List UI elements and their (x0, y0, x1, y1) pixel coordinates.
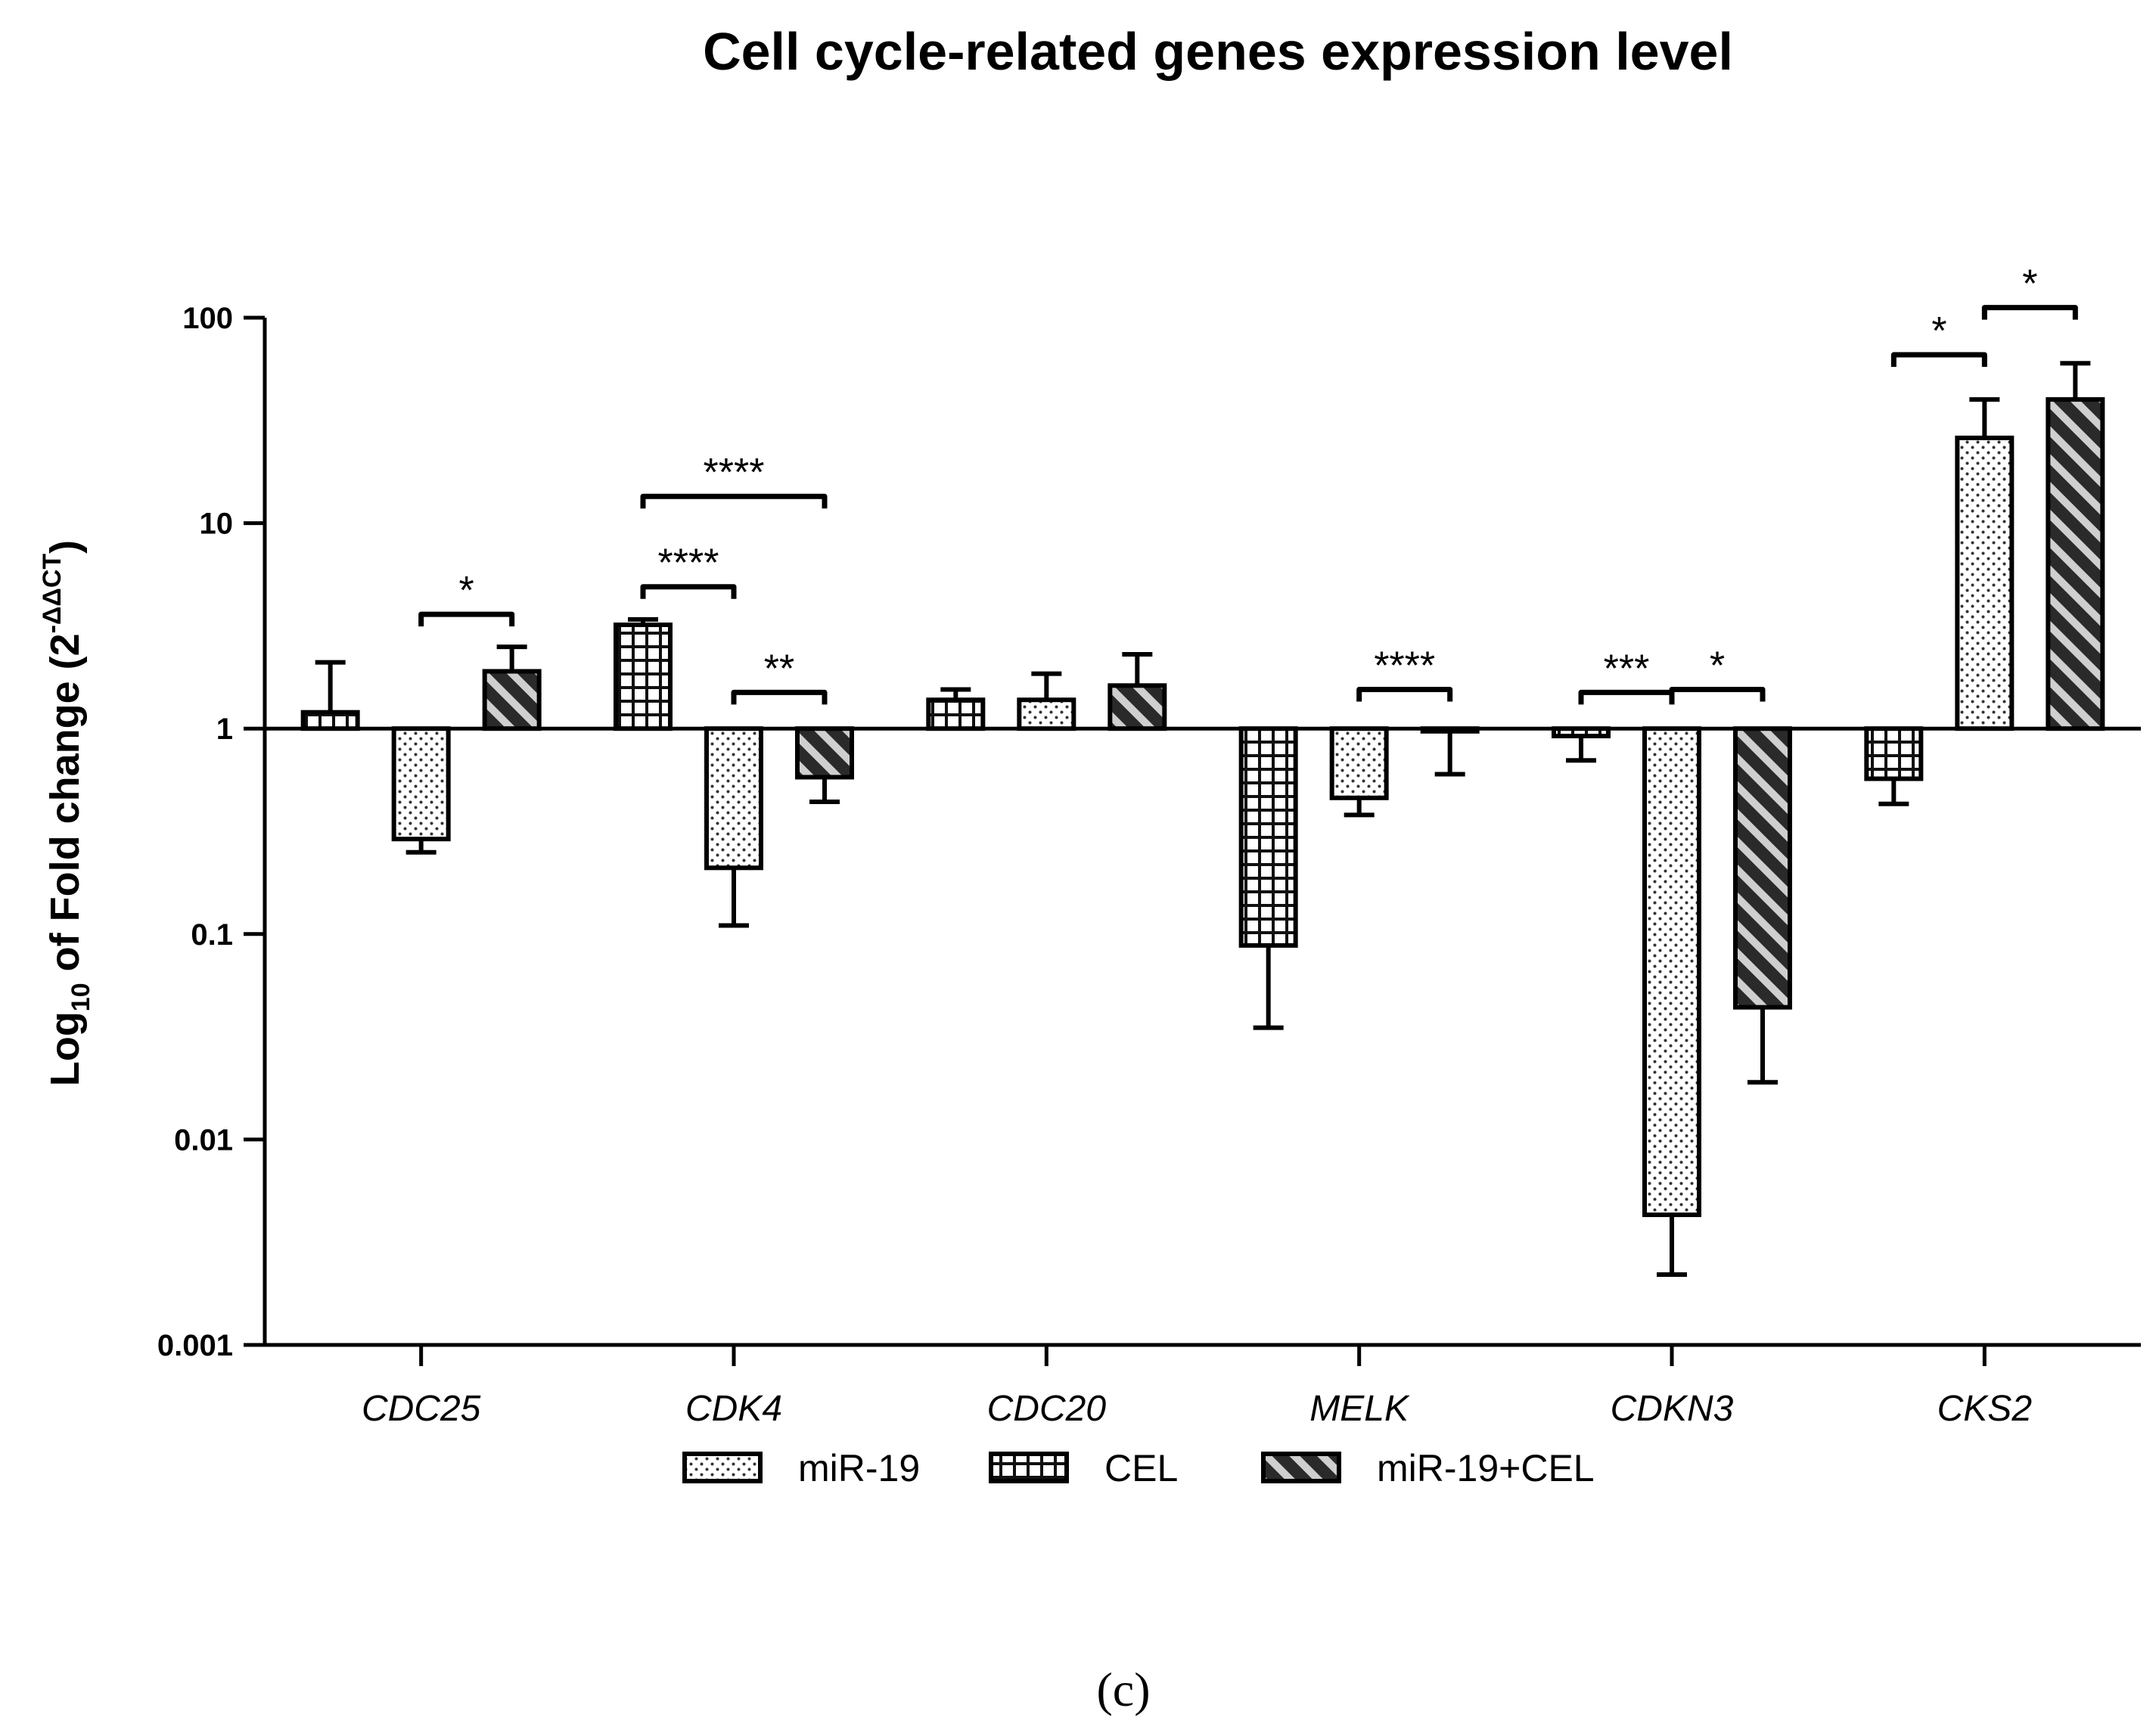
legend-swatch (1261, 1452, 1341, 1483)
error-bar (1253, 945, 1284, 1030)
significance-bracket: **** (640, 451, 828, 509)
significance-label: **** (1374, 644, 1435, 688)
y-tick-label: 0.01 (174, 1123, 233, 1157)
error-bar (809, 777, 840, 805)
legend-label: miR-19+CEL (1377, 1447, 1595, 1489)
bar (482, 669, 542, 731)
y-tick-label: 0.001 (157, 1329, 233, 1362)
y-tick-label: 1 (216, 713, 233, 746)
significance-label: * (459, 569, 474, 613)
legend-label: miR-19 (798, 1447, 920, 1489)
bar (1017, 697, 1076, 731)
error-bar (628, 616, 658, 626)
error-bar (405, 839, 436, 855)
bar (1108, 683, 1167, 731)
significance-label: ** (764, 647, 794, 691)
error-bar (496, 644, 527, 672)
error-bar (1344, 797, 1375, 818)
legend-swatch (989, 1452, 1069, 1483)
error-bar (940, 687, 971, 700)
chart-title: Cell cycle-related genes expression leve… (703, 22, 1733, 81)
error-bar (315, 660, 346, 713)
y-axis: 100 10 1 0.1 0.01 0.001 (157, 302, 267, 1362)
bar (614, 623, 673, 731)
x-tick-label: CDC20 (987, 1389, 1107, 1429)
error-bar (1878, 778, 1909, 806)
x-tick-label: CDKN3 (1611, 1389, 1734, 1429)
bar (2046, 397, 2105, 731)
significance-bracket: ** (731, 647, 828, 705)
significance-label: **** (658, 542, 719, 585)
error-bar (1434, 731, 1465, 777)
error-bar (2060, 361, 2091, 400)
x-tick-label: CKS2 (1937, 1389, 2032, 1429)
significance-bracket: * (1981, 262, 2078, 320)
bar (300, 710, 360, 731)
significance-bracket: * (1890, 309, 1987, 368)
panel-label: (c) (1096, 1663, 1150, 1716)
significance-brackets: *********** **** *** *** (418, 262, 2078, 705)
error-bar (1747, 1007, 1778, 1085)
bar (391, 726, 451, 842)
legend-label: CEL (1104, 1447, 1178, 1489)
significance-label: *** (1604, 647, 1650, 691)
significance-bracket: **** (640, 542, 737, 599)
error-bar (1122, 651, 1153, 686)
y-tick-label: 10 (200, 508, 234, 541)
bar (704, 726, 763, 871)
significance-label: * (1710, 644, 1725, 688)
significance-label: **** (704, 451, 765, 495)
error-bar (1031, 671, 1062, 700)
legend: miR-19 CEL miR-19+CEL (682, 1447, 1595, 1489)
bar (1864, 726, 1924, 781)
legend-entry: miR-19 (682, 1447, 920, 1489)
legend-swatch (682, 1452, 763, 1483)
error-bar (719, 868, 749, 928)
error-bars (315, 361, 2091, 1277)
y-axis-label-superscript: -ΔΔCT (38, 554, 67, 634)
legend-entry: CEL (989, 1447, 1178, 1489)
y-axis-label-end: ) (42, 540, 88, 554)
y-tick-label: 0.1 (191, 918, 233, 952)
x-axis: CDC25 CDK4 CDC20 MELK CDKN3 CKS2 (265, 1343, 2141, 1429)
error-bar (1566, 736, 1596, 763)
error-bar (1657, 1214, 1687, 1277)
significance-label: * (2022, 262, 2037, 306)
bar (1955, 435, 2015, 731)
x-tick-label: CDC25 (362, 1389, 481, 1429)
significance-bracket: **** (1356, 644, 1453, 702)
significance-bracket: * (1669, 644, 1766, 702)
error-bar (1969, 397, 2000, 438)
significance-bracket: *** (1578, 647, 1675, 705)
y-axis-label-base: Log (42, 1011, 88, 1086)
legend-entry: miR-19+CEL (1261, 1447, 1595, 1489)
significance-label: * (1931, 309, 1946, 353)
y-axis-label-subscript: 10 (67, 983, 95, 1011)
bar (1642, 726, 1701, 1217)
bar (1733, 726, 1792, 1010)
x-tick-label: CDK4 (685, 1389, 782, 1429)
x-tick-label: MELK (1309, 1389, 1410, 1429)
bar (926, 697, 986, 731)
bar (795, 726, 854, 780)
y-tick-label: 100 (182, 302, 233, 335)
bar (1238, 726, 1298, 948)
bars (265, 397, 2141, 1217)
bar (1329, 726, 1389, 800)
y-axis-label-middle: of Fold change (2 (42, 633, 88, 983)
significance-bracket: * (418, 569, 515, 627)
y-axis-label: Log10 of Fold change (2-ΔΔCT) (38, 540, 95, 1086)
